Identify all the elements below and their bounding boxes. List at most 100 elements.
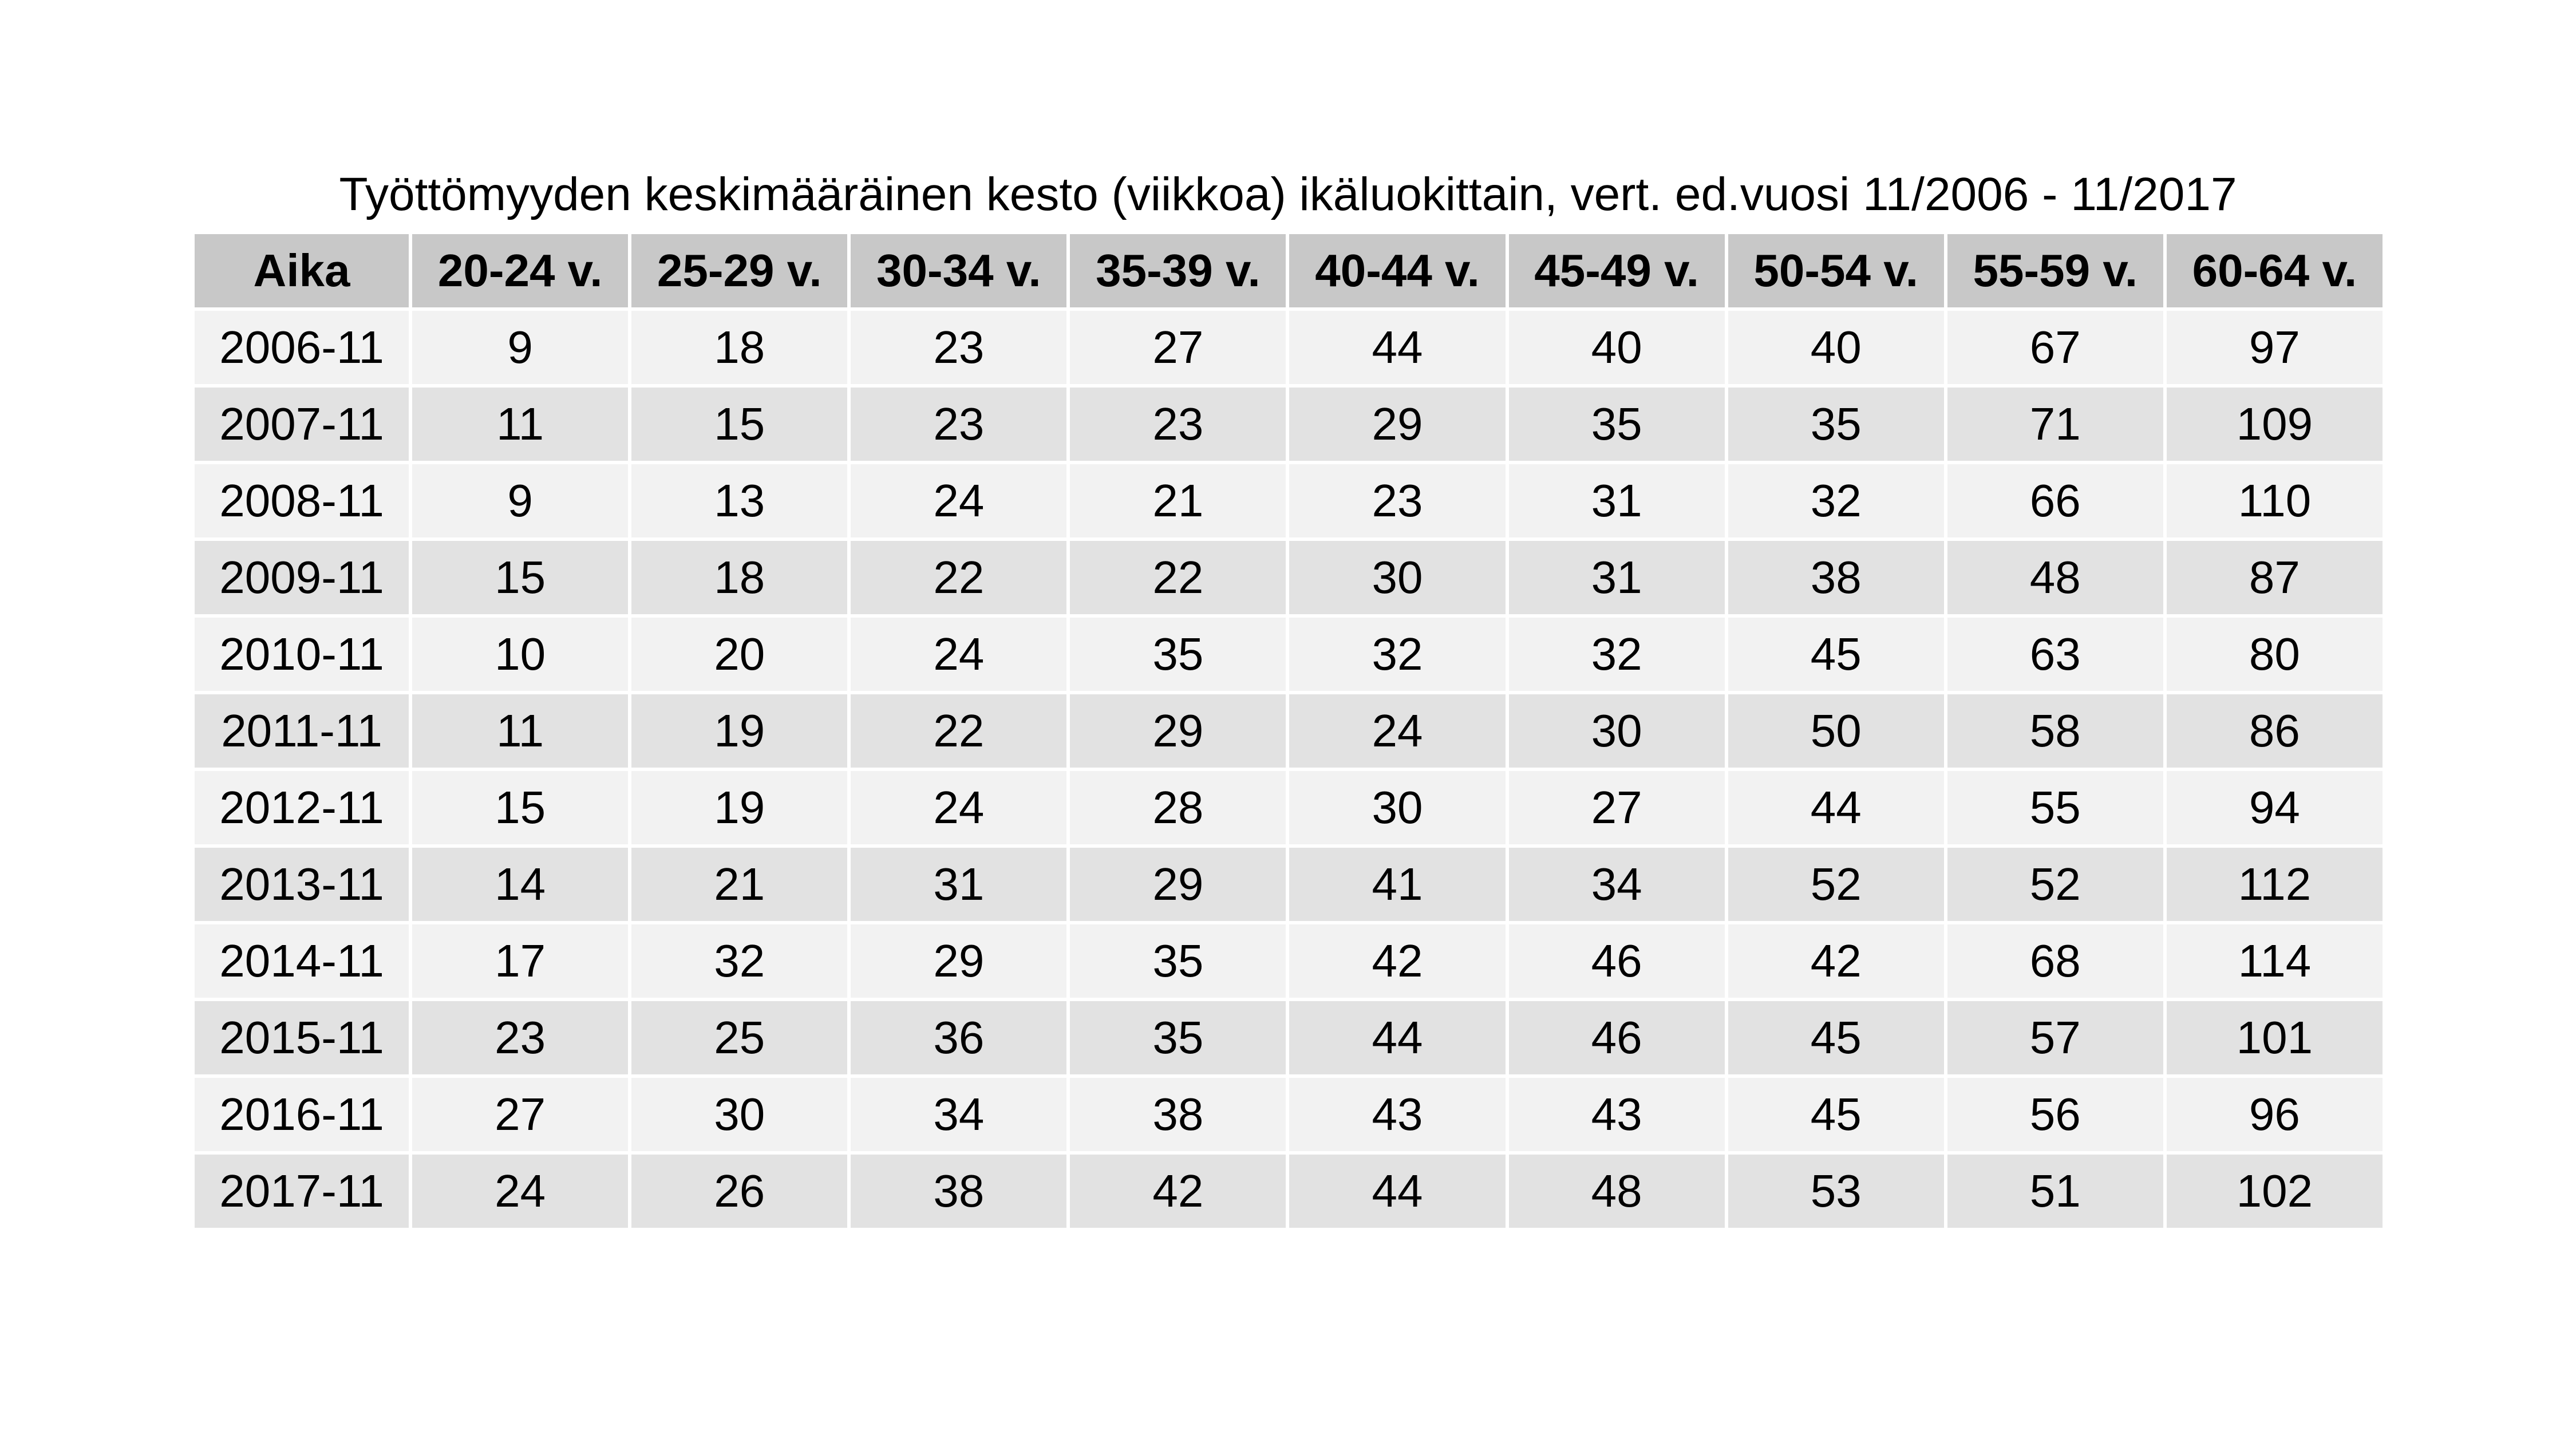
duration-cell: 56 xyxy=(1943,1074,2167,1155)
duration-cell: 23 xyxy=(1066,384,1290,464)
duration-cell: 67 xyxy=(1943,307,2167,388)
column-header-55-59: 55-59 v. xyxy=(1943,231,2167,311)
table-row: 2007-11 11 15 23 23 29 35 35 71 109 xyxy=(191,384,2387,464)
period-cell: 2017-11 xyxy=(191,1151,413,1231)
period-cell: 2012-11 xyxy=(191,768,413,848)
duration-cell: 109 xyxy=(2163,384,2387,464)
duration-cell: 27 xyxy=(409,1074,632,1155)
duration-cell: 46 xyxy=(1505,998,1728,1078)
duration-cell: 13 xyxy=(628,461,851,541)
duration-cell: 114 xyxy=(2163,921,2387,1001)
table-row: 2015-11 23 25 36 35 44 46 45 57 101 xyxy=(191,998,2387,1078)
duration-cell: 34 xyxy=(847,1074,1070,1155)
duration-cell: 44 xyxy=(1286,998,1509,1078)
duration-cell: 38 xyxy=(1066,1074,1290,1155)
duration-cell: 24 xyxy=(847,768,1070,848)
duration-cell: 43 xyxy=(1286,1074,1509,1155)
duration-cell: 24 xyxy=(847,461,1070,541)
duration-cell: 23 xyxy=(1286,461,1509,541)
column-header-25-29: 25-29 v. xyxy=(628,231,851,311)
duration-cell: 35 xyxy=(1066,921,1290,1001)
table-row: 2011-11 11 19 22 29 24 30 50 58 86 xyxy=(191,691,2387,771)
duration-cell: 42 xyxy=(1066,1151,1290,1231)
duration-cell: 48 xyxy=(1943,537,2167,618)
duration-cell: 29 xyxy=(847,921,1070,1001)
table-row: 2006-11 9 18 23 27 44 40 40 67 97 xyxy=(191,307,2387,388)
duration-cell: 14 xyxy=(409,844,632,924)
duration-cell: 44 xyxy=(1286,307,1509,388)
duration-cell: 26 xyxy=(628,1151,851,1231)
duration-cell: 44 xyxy=(1724,768,1947,848)
duration-cell: 53 xyxy=(1724,1151,1947,1231)
duration-cell: 32 xyxy=(1505,614,1728,694)
period-cell: 2010-11 xyxy=(191,614,413,694)
duration-cell: 21 xyxy=(628,844,851,924)
column-header-aika: Aika xyxy=(191,231,413,311)
duration-cell: 27 xyxy=(1066,307,1290,388)
duration-cell: 80 xyxy=(2163,614,2387,694)
duration-cell: 9 xyxy=(409,461,632,541)
period-cell: 2008-11 xyxy=(191,461,413,541)
duration-cell: 21 xyxy=(1066,461,1290,541)
duration-cell: 25 xyxy=(628,998,851,1078)
duration-cell: 24 xyxy=(409,1151,632,1231)
duration-cell: 52 xyxy=(1943,844,2167,924)
duration-cell: 57 xyxy=(1943,998,2167,1078)
duration-cell: 71 xyxy=(1943,384,2167,464)
duration-cell: 96 xyxy=(2163,1074,2387,1155)
duration-cell: 44 xyxy=(1286,1151,1509,1231)
duration-cell: 112 xyxy=(2163,844,2387,924)
duration-cell: 15 xyxy=(409,537,632,618)
period-cell: 2006-11 xyxy=(191,307,413,388)
duration-cell: 23 xyxy=(847,307,1070,388)
duration-cell: 41 xyxy=(1286,844,1509,924)
unemployment-duration-table: Aika 20-24 v. 25-29 v. 30-34 v. 35-39 v.… xyxy=(191,231,2387,1231)
duration-cell: 11 xyxy=(409,691,632,771)
duration-cell: 35 xyxy=(1505,384,1728,464)
duration-cell: 58 xyxy=(1943,691,2167,771)
duration-cell: 32 xyxy=(628,921,851,1001)
duration-cell: 32 xyxy=(1724,461,1947,541)
duration-cell: 40 xyxy=(1724,307,1947,388)
column-header-20-24: 20-24 v. xyxy=(409,231,632,311)
duration-cell: 30 xyxy=(1505,691,1728,771)
duration-cell: 23 xyxy=(847,384,1070,464)
duration-cell: 38 xyxy=(1724,537,1947,618)
duration-cell: 48 xyxy=(1505,1151,1728,1231)
duration-cell: 66 xyxy=(1943,461,2167,541)
period-cell: 2016-11 xyxy=(191,1074,413,1155)
duration-cell: 55 xyxy=(1943,768,2167,848)
column-header-45-49: 45-49 v. xyxy=(1505,231,1728,311)
column-header-60-64: 60-64 v. xyxy=(2163,231,2387,311)
duration-cell: 28 xyxy=(1066,768,1290,848)
table-title: Työttömyyden keskimääräinen kesto (viikk… xyxy=(339,168,2237,220)
duration-cell: 35 xyxy=(1066,998,1290,1078)
duration-cell: 42 xyxy=(1286,921,1509,1001)
duration-cell: 15 xyxy=(628,384,851,464)
duration-cell: 68 xyxy=(1943,921,2167,1001)
column-header-50-54: 50-54 v. xyxy=(1724,231,1947,311)
duration-cell: 35 xyxy=(1066,614,1290,694)
period-cell: 2013-11 xyxy=(191,844,413,924)
duration-cell: 45 xyxy=(1724,998,1947,1078)
duration-cell: 27 xyxy=(1505,768,1728,848)
duration-cell: 19 xyxy=(628,691,851,771)
table-body: 2006-11 9 18 23 27 44 40 40 67 97 2007-11 11 15 23 23 2… xyxy=(191,307,2387,1231)
duration-cell: 30 xyxy=(628,1074,851,1155)
header-row: Aika 20-24 v. 25-29 v. 30-34 v. 35-39 v.… xyxy=(191,231,2387,311)
duration-cell: 18 xyxy=(628,537,851,618)
table-row: 2013-11 14 21 31 29 41 34 52 52 112 xyxy=(191,844,2387,924)
duration-cell: 29 xyxy=(1286,384,1509,464)
duration-cell: 17 xyxy=(409,921,632,1001)
table-row: 2008-11 9 13 24 21 23 31 32 66 110 xyxy=(191,461,2387,541)
duration-cell: 45 xyxy=(1724,1074,1947,1155)
duration-cell: 30 xyxy=(1286,768,1509,848)
duration-cell: 15 xyxy=(409,768,632,848)
period-cell: 2009-11 xyxy=(191,537,413,618)
duration-cell: 18 xyxy=(628,307,851,388)
period-cell: 2007-11 xyxy=(191,384,413,464)
duration-cell: 22 xyxy=(1066,537,1290,618)
duration-cell: 29 xyxy=(1066,691,1290,771)
duration-cell: 31 xyxy=(847,844,1070,924)
